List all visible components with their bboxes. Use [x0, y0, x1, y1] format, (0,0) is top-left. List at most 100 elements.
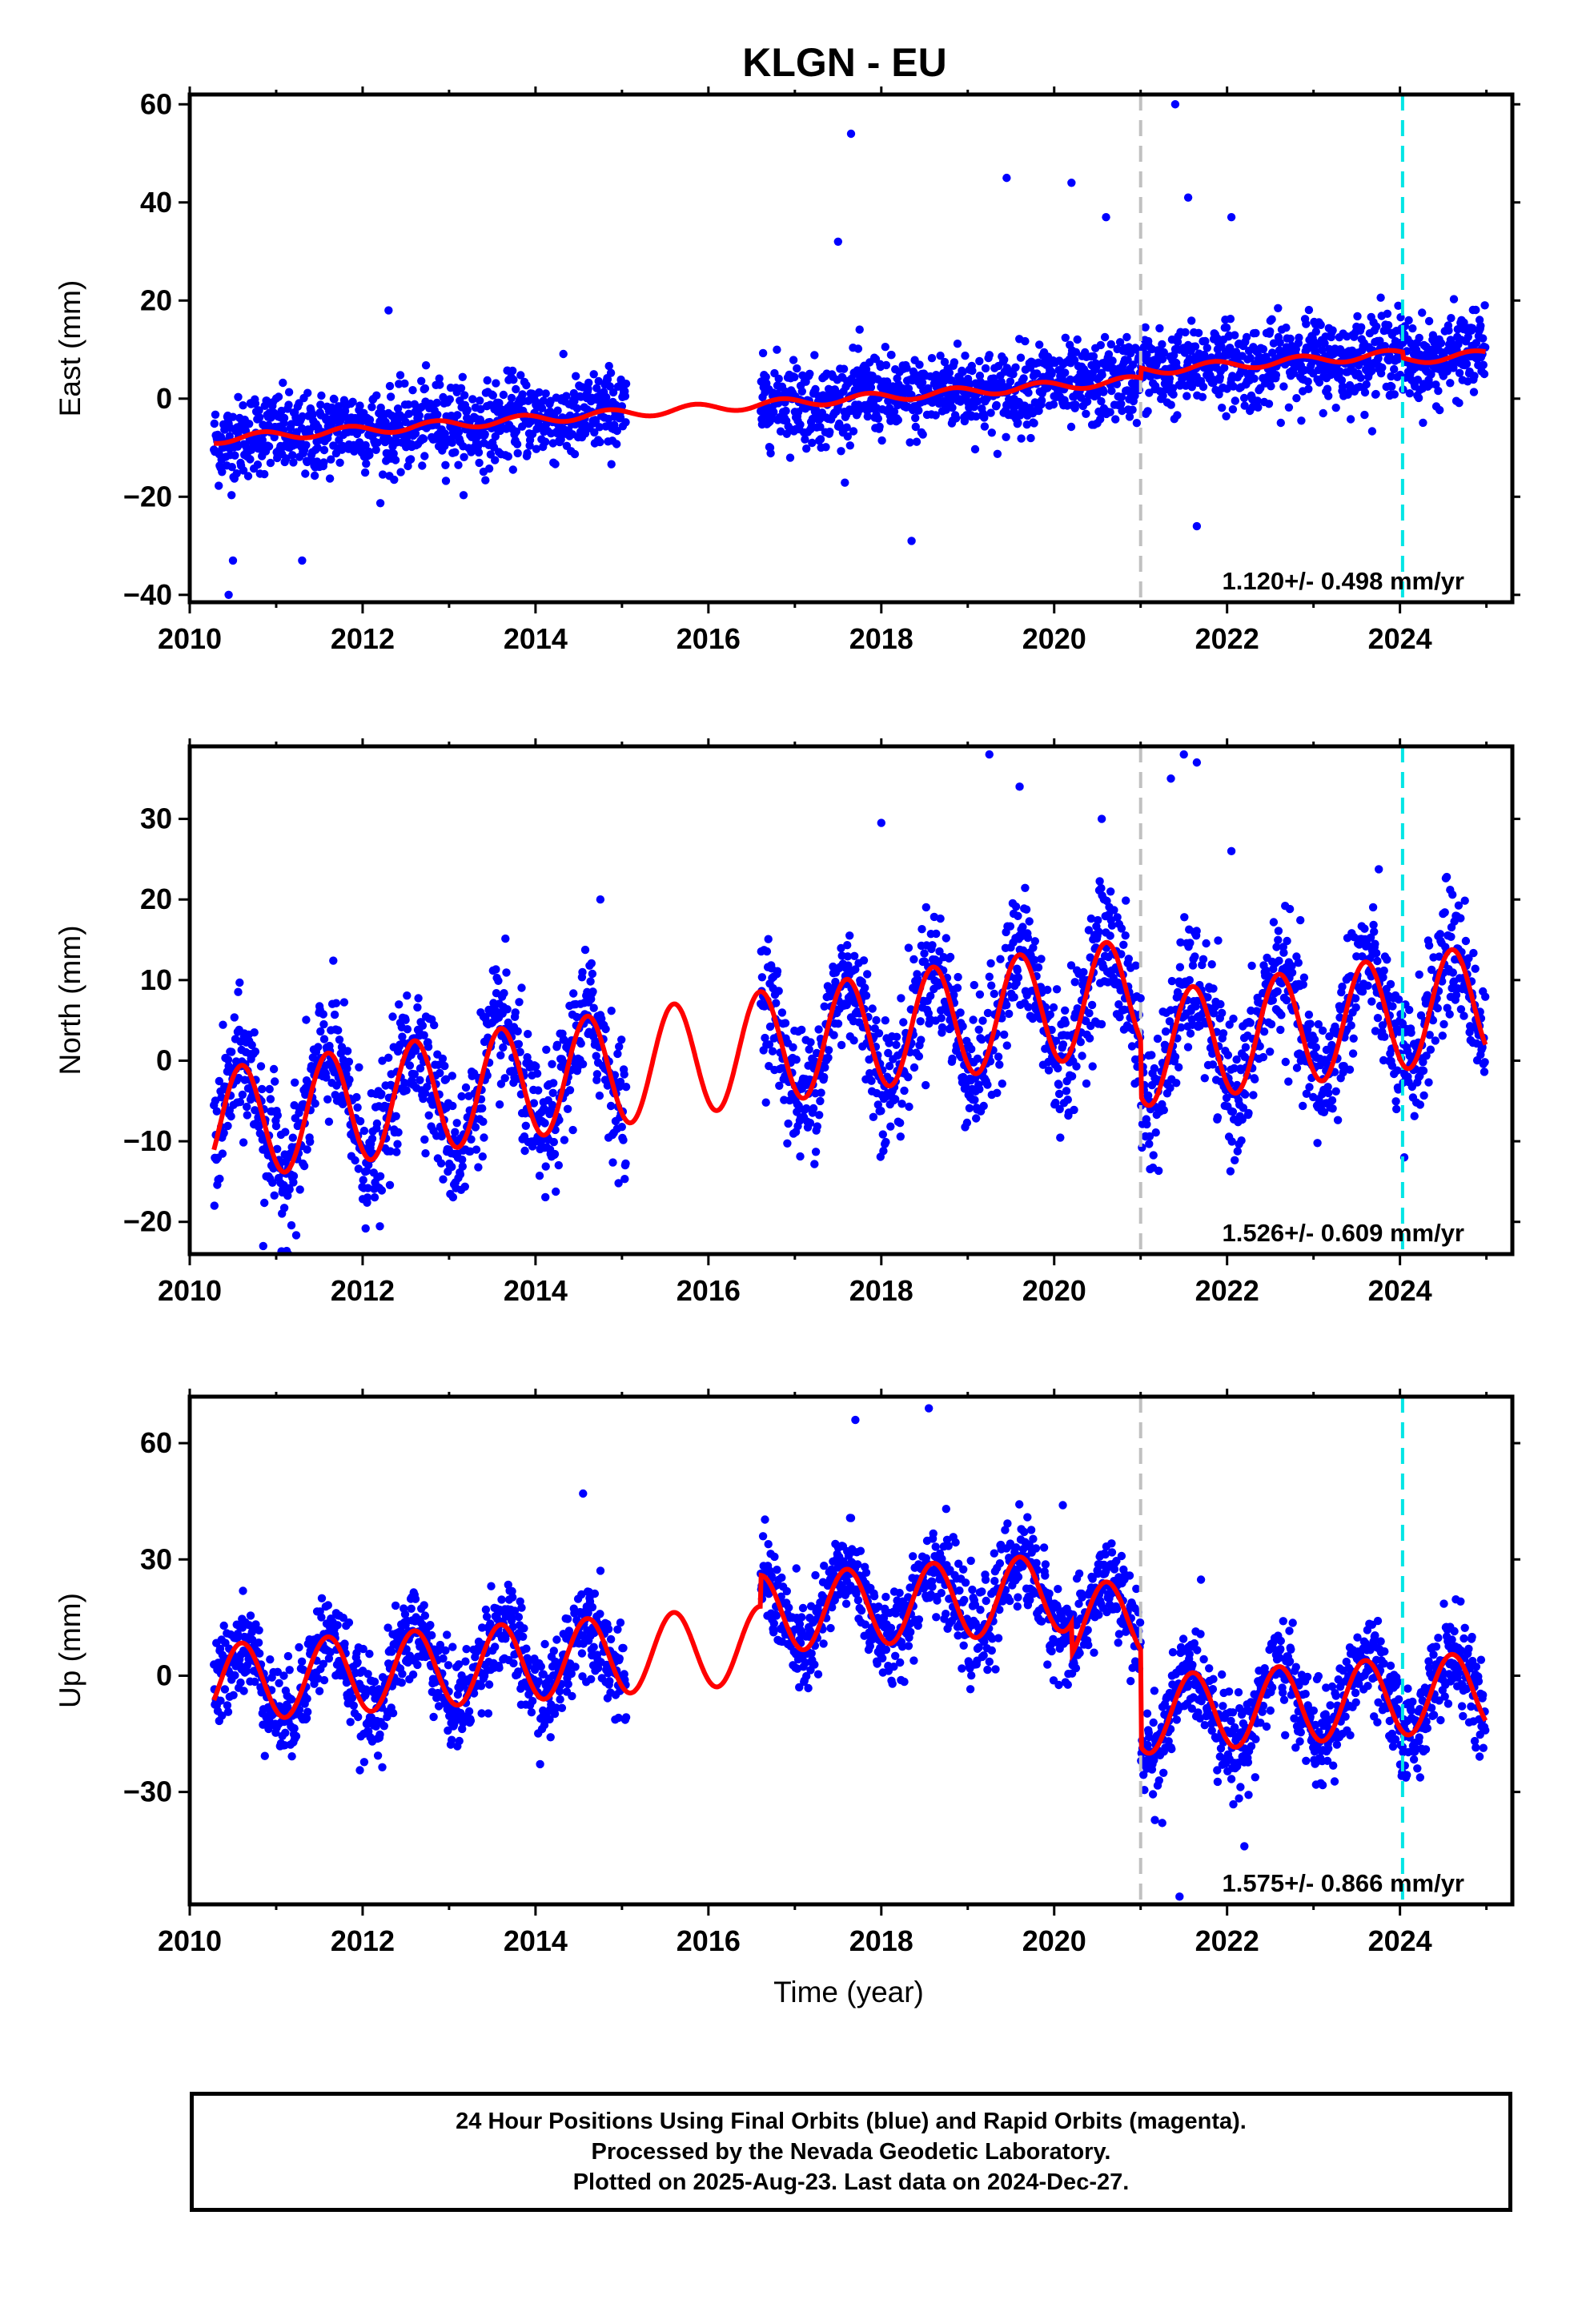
data-point [478, 1152, 487, 1161]
data-point [522, 380, 531, 390]
data-point [316, 400, 325, 409]
data-point [516, 371, 525, 380]
data-point [1119, 940, 1128, 950]
data-point [825, 428, 834, 436]
data-point [995, 1060, 1004, 1069]
data-point [790, 372, 799, 382]
data-point [1478, 1043, 1487, 1052]
data-point [270, 1191, 279, 1200]
data-point [474, 448, 484, 457]
data-point [1097, 883, 1106, 893]
data-point [584, 384, 592, 393]
data-point [1014, 973, 1023, 982]
data-point [1099, 388, 1108, 396]
data-point [1024, 1003, 1033, 1011]
data-point [1294, 959, 1303, 967]
y-tick-label: 60 [140, 87, 172, 120]
data-point [324, 1117, 334, 1126]
data-point [614, 1179, 623, 1188]
data-point [1017, 434, 1026, 443]
data-point [868, 1004, 877, 1013]
data-point [962, 1118, 972, 1128]
data-point [367, 1134, 377, 1144]
data-point [1085, 1034, 1094, 1043]
data-point [1239, 393, 1249, 403]
data-point [1129, 360, 1138, 369]
data-point [1151, 1128, 1160, 1137]
data-point [476, 396, 484, 405]
data-point [1115, 338, 1125, 347]
data-point [1299, 973, 1309, 982]
data-point [1387, 372, 1395, 381]
data-point [474, 1163, 483, 1172]
data-point [503, 1005, 512, 1014]
data-point [592, 1051, 600, 1060]
data-point [365, 451, 374, 460]
data-point [1033, 369, 1042, 378]
data-point [1274, 935, 1283, 945]
data-point [948, 1054, 957, 1063]
data-point [824, 1053, 833, 1063]
data-point [1095, 877, 1104, 886]
outlier-point [1002, 173, 1011, 183]
data-point [1391, 1097, 1400, 1106]
data-point [1250, 374, 1259, 383]
data-point [1255, 1042, 1264, 1051]
data-point [881, 343, 890, 352]
data-point [1034, 963, 1043, 972]
data-point [1471, 964, 1480, 973]
data-point [588, 987, 597, 996]
data-point [1203, 993, 1212, 1002]
data-point [1338, 982, 1347, 991]
data-point [841, 478, 849, 487]
data-point [842, 423, 851, 432]
data-point [1368, 903, 1378, 912]
data-point [1390, 390, 1399, 399]
data-point [1030, 955, 1039, 965]
data-point [936, 352, 945, 360]
data-point [781, 406, 790, 416]
data-point [935, 947, 944, 956]
data-point [885, 1039, 893, 1047]
data-point [1392, 1104, 1401, 1114]
data-point [1227, 1137, 1236, 1146]
data-point [968, 366, 977, 376]
data-point [873, 1100, 883, 1109]
data-point [1264, 400, 1274, 408]
data-point [816, 435, 825, 444]
data-point [1136, 994, 1145, 1003]
data-point [1072, 1062, 1081, 1071]
data-point [406, 455, 416, 464]
data-point [548, 1088, 557, 1098]
data-point [1063, 1096, 1073, 1104]
data-point [361, 1224, 370, 1233]
data-point [1191, 342, 1200, 351]
data-point [1209, 1009, 1219, 1018]
data-point [1086, 914, 1096, 923]
data-point [1387, 382, 1396, 391]
data-point [1452, 991, 1461, 999]
y-axis-label: North (mm) [54, 925, 86, 1075]
data-point [351, 1156, 359, 1165]
y-tick-label: −40 [123, 578, 172, 611]
data-point [1319, 408, 1327, 418]
data-point [811, 384, 820, 394]
data-point [1113, 913, 1122, 922]
data-point [1259, 1027, 1269, 1036]
data-point [896, 1132, 905, 1141]
data-point [492, 379, 500, 388]
data-point [1024, 388, 1033, 397]
data-point [914, 406, 923, 415]
data-point [1274, 304, 1283, 312]
data-point [810, 351, 819, 360]
data-point [1043, 985, 1052, 995]
data-point [874, 1029, 884, 1038]
y-tick-label: 0 [156, 1043, 172, 1076]
data-point [897, 994, 905, 1003]
up-panel: 2010 2012 2014 2016 2018 2020 2022 2024−3003060… [54, 1389, 1520, 1957]
data-point [1009, 370, 1018, 379]
data-point [1005, 1009, 1014, 1019]
data-point [512, 427, 521, 436]
data-point [1410, 1112, 1419, 1120]
data-point [953, 983, 962, 992]
